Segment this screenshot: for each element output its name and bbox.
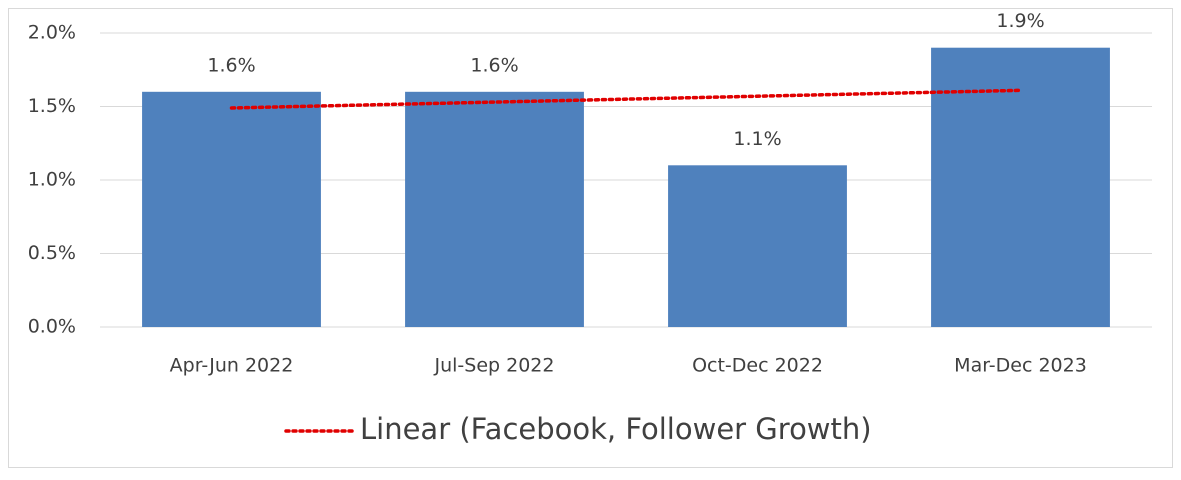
bar (142, 91, 321, 327)
bar (405, 91, 584, 327)
bar (668, 165, 847, 327)
bar (931, 47, 1110, 327)
y-tick-label: 0.0% (28, 316, 76, 338)
legend-label: Linear (Facebook, Follower Growth) (360, 412, 872, 446)
x-tick-label: Oct-Dec 2022 (692, 355, 823, 377)
y-tick-label: 1.5% (28, 95, 76, 117)
data-label: 1.6% (470, 54, 518, 76)
x-tick-label: Apr-Jun 2022 (170, 355, 294, 377)
data-label: 1.1% (733, 128, 781, 150)
x-tick-label: Jul-Sep 2022 (434, 355, 555, 377)
x-tick-label: Mar-Dec 2023 (954, 355, 1087, 377)
data-label: 1.6% (207, 54, 255, 76)
y-tick-label: 2.0% (28, 22, 76, 44)
trendline (229, 88, 1023, 110)
y-tick-label: 0.5% (28, 242, 76, 264)
data-label: 1.9% (996, 10, 1044, 32)
y-tick-label: 1.0% (28, 169, 76, 191)
